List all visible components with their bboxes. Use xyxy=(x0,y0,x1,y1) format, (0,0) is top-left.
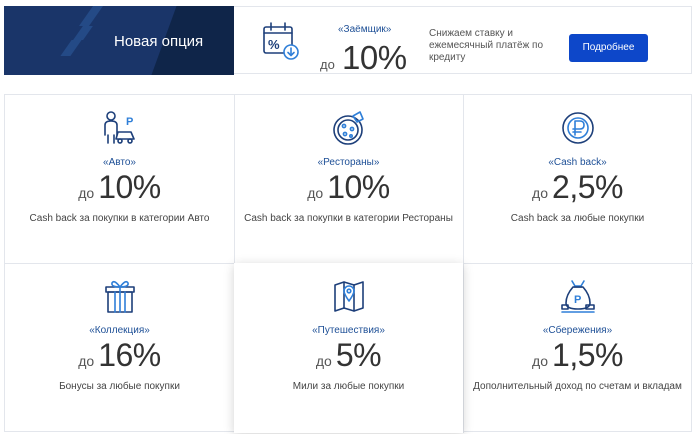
option-prefix: до xyxy=(78,185,95,201)
option-value: 1,5% xyxy=(552,337,623,373)
option-card-travel[interactable]: «Путешествия» до 5% Мили за любые покупки xyxy=(234,263,463,433)
svg-text:P: P xyxy=(126,116,133,128)
ruble-coin-icon xyxy=(562,112,594,144)
option-description: Бонусы за любые покупки xyxy=(59,381,180,392)
option-description: Cash back за покупки в категории Рестора… xyxy=(244,213,453,224)
option-value: 5% xyxy=(335,337,382,373)
option-description: Мили за любые покупки xyxy=(292,381,405,392)
option-value: 16% xyxy=(98,337,161,373)
money-bag-icon: P xyxy=(561,280,595,313)
option-category: «Cash back» xyxy=(548,157,607,168)
option-prefix: до xyxy=(78,353,95,369)
banner-category: «Заёмщик» xyxy=(338,24,392,35)
option-value: 10% xyxy=(327,169,390,205)
option-value: 10% xyxy=(98,169,161,205)
options-grid: P «Авто» до 10% Cash back за покупки в ка… xyxy=(4,94,693,433)
option-prefix: до xyxy=(315,353,332,369)
car-parking-icon: P xyxy=(104,111,135,144)
option-value: 2,5% xyxy=(552,169,623,205)
banner-description: Снижаем ставку и ежемесячный платёж по к… xyxy=(429,28,544,63)
option-category: «Рестораны» xyxy=(317,157,380,168)
option-category: «Коллекция» xyxy=(89,325,150,336)
option-category: «Авто» xyxy=(103,157,136,168)
gift-icon xyxy=(105,280,135,313)
banner-title: Новая опция xyxy=(114,33,204,50)
svg-text:P: P xyxy=(574,294,581,306)
calendar-percent-icon: % xyxy=(263,22,299,60)
option-description: Cash back за любые покупки xyxy=(510,213,645,224)
map-pin-icon xyxy=(334,281,364,312)
banner-graphic xyxy=(4,6,234,75)
pizza-icon xyxy=(333,111,364,145)
option-card-cashback[interactable]: «Cash back» до 2,5% Cash back за любые по… xyxy=(463,95,692,263)
option-category: «Путешествия» xyxy=(312,325,385,336)
option-description: Cash back за покупки в категории Авто xyxy=(29,213,210,224)
banner-prefix: до xyxy=(320,57,335,72)
banner-value: 10% xyxy=(342,39,407,76)
option-description: Дополнительный доход по счетам и вкладам xyxy=(473,381,682,392)
option-category: «Сбережения» xyxy=(542,325,613,336)
option-card-restaurants[interactable]: «Рестораны» до 10% Cash back за покупки в… xyxy=(234,95,463,263)
option-prefix: до xyxy=(532,353,549,369)
promo-banner: Новая опция % «Заёмщик» до 10% Снижаем с… xyxy=(4,6,692,76)
details-button[interactable]: Подробнее xyxy=(569,34,648,62)
svg-text:%: % xyxy=(268,37,280,52)
option-card-collection[interactable]: «Коллекция» до 16% Бонусы за любые покупк… xyxy=(5,263,234,431)
option-card-auto[interactable]: P «Авто» до 10% Cash back за покупки в ка… xyxy=(5,95,234,263)
option-card-savings[interactable]: P «Сбережения» до 1,5% Дополнительный дох… xyxy=(463,263,692,431)
option-prefix: до xyxy=(532,185,549,201)
option-prefix: до xyxy=(307,185,324,201)
